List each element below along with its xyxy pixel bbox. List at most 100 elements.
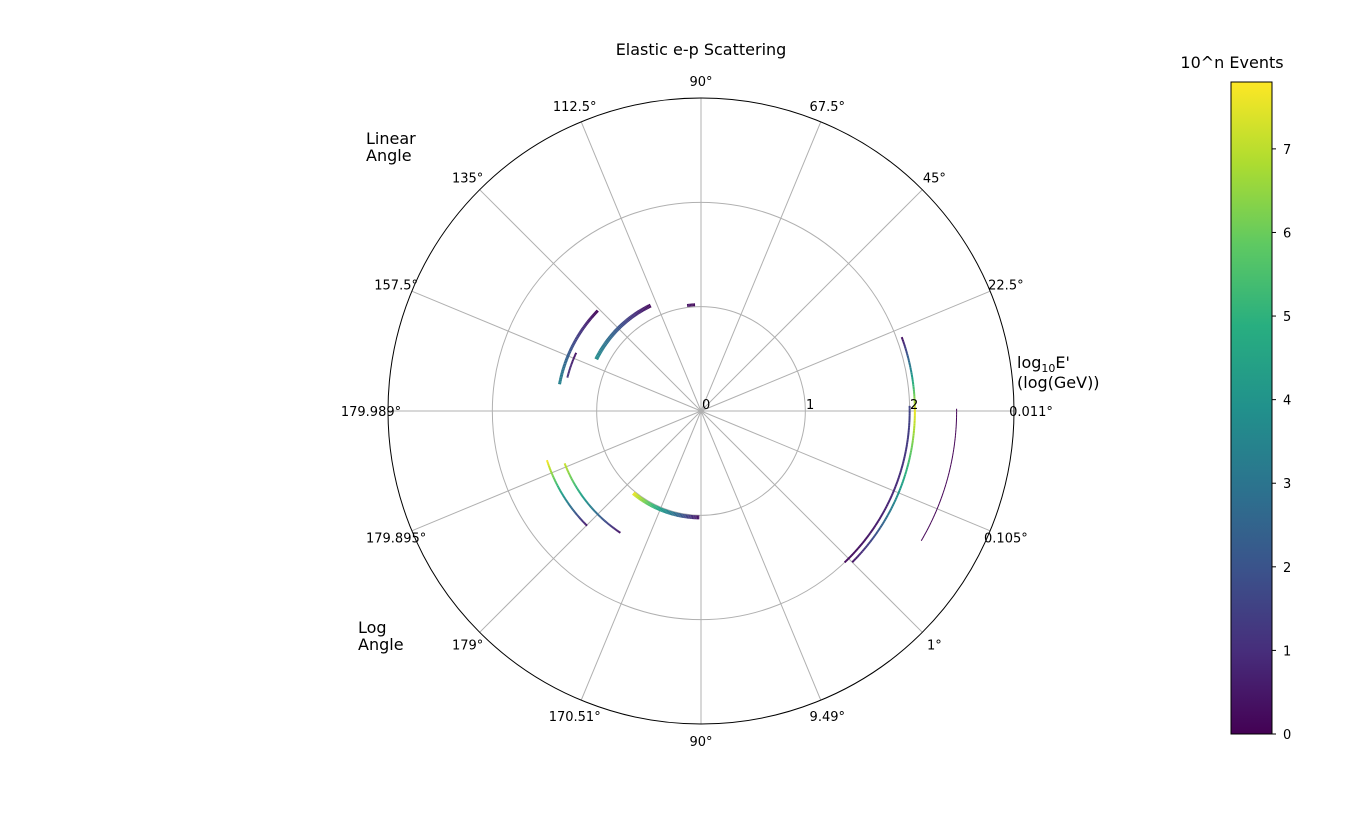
data-arc-segment [610,525,611,526]
data-arc-segment [902,337,903,339]
data-arc-segment [944,487,945,490]
data-arc-segment [614,332,615,333]
data-arc-segment [568,354,569,356]
data-arc-segment [577,337,578,338]
data-arc-segment [908,358,909,360]
angle-tick-label: 67.5° [810,100,845,115]
data-arc-segment [639,498,640,499]
data-arc-segment [627,320,628,321]
angular-gridline [412,291,701,411]
data-arc-segment [565,465,566,467]
data-arc-segment [905,472,906,474]
data-arc-segment [895,487,896,489]
data-arc-segment [568,471,569,473]
data-arc-segment [583,522,584,523]
data-arc-segment [653,506,654,507]
linear-angle-label: Linear Angle [366,129,421,165]
data-arc-segment [577,515,578,516]
angle-tick-label: 22.5° [988,279,1023,294]
radial-tick-label: 0 [702,398,710,413]
data-arc-segment [559,489,560,491]
data-arc-segment [948,476,949,479]
data-arc-segment [856,548,858,550]
data-arc-segment [574,342,575,343]
angle-tick-label: 135° [452,172,483,187]
angular-gridline [581,122,701,411]
data-arc-segment [940,498,941,501]
angle-tick-label: 179.989° [341,405,401,420]
data-arc-segment [573,360,574,361]
data-arc-segment [569,473,570,475]
data-arc-segment [589,505,590,506]
data-arc-segment [577,489,578,490]
data-arc-segment [571,348,572,349]
data-arc-segment [905,346,906,348]
data-arc-segment [907,465,908,467]
data-arc-segment [647,307,648,308]
data-arc-segment [574,483,575,484]
data-arc-segment [939,501,940,504]
colorbar-tick-label: 3 [1283,477,1291,492]
data-arc-segment [548,462,549,464]
angle-tick-label: 179.895° [366,531,426,546]
data-arc-segment [606,522,607,523]
data-arc-segment [580,493,581,494]
colorbar-ticks: 0 1 2 3 4 5 6 7 [1272,143,1291,743]
data-arc-segment [571,364,572,365]
data-arc-segment [607,523,608,524]
data-arc-segment [599,353,600,354]
data-arc-segment [604,345,605,346]
angle-tick-label: 90° [689,735,712,750]
data-arc-segment [857,555,859,557]
data-arc-segment [614,528,615,529]
angle-tick-label: 9.49° [810,710,845,725]
data-arc-segment [580,331,581,332]
angle-tick-label: 0.011° [1009,405,1053,420]
data-arc-segment [624,322,625,323]
data-arc-segment [644,309,645,310]
data-arc-segment [901,468,902,470]
data-arc-segment [591,508,592,509]
data-arc-segment [906,351,907,353]
data-arc-segment [566,359,567,361]
data-arc-segment [603,519,604,520]
data-arc-segment [588,320,589,321]
data-arc-segment [848,557,850,559]
data-arc-segment [930,523,931,526]
data-arc-segment [850,556,852,558]
data-arc-segment [872,538,873,540]
data-arc-segment [909,460,910,462]
data-arc-segment [884,519,885,521]
data-arc-segment [558,486,559,488]
data-arc-segment [905,474,906,476]
data-arc-segment [551,472,552,474]
data-arc-segment [895,500,896,502]
data-arc-segment [574,511,575,512]
data-arc-segment [593,509,594,510]
data-arc-segment [583,497,584,498]
data-arc-segment [877,521,878,523]
data-arc-segment [882,524,883,526]
data-arc-segment [636,495,637,496]
data-arc-segment [575,354,576,355]
data-arc-segment [867,535,868,537]
colorbar-title: 10^n Events [1180,53,1283,72]
data-arc-segment [870,531,871,533]
data-arc-segment [875,534,876,536]
data-arc-segment [551,471,552,473]
data-arc-segment [579,492,580,493]
data-arc-segment [869,542,871,544]
data-arc-segment [898,477,899,479]
data-arc-segment [876,532,877,534]
data-arc-segment [608,524,609,525]
data-arc-segment [656,508,657,509]
data-arc-segment [909,458,910,460]
data-arc-segment [596,358,597,359]
data-arc-segment [579,333,580,334]
data-arc-segment [549,465,550,467]
data-arc-segment [586,524,587,525]
data-arc-segment [880,526,881,528]
radial-axis-label: log10E' [1017,353,1070,375]
data-arc-segment [579,334,580,335]
data-arc-segment [632,316,633,317]
